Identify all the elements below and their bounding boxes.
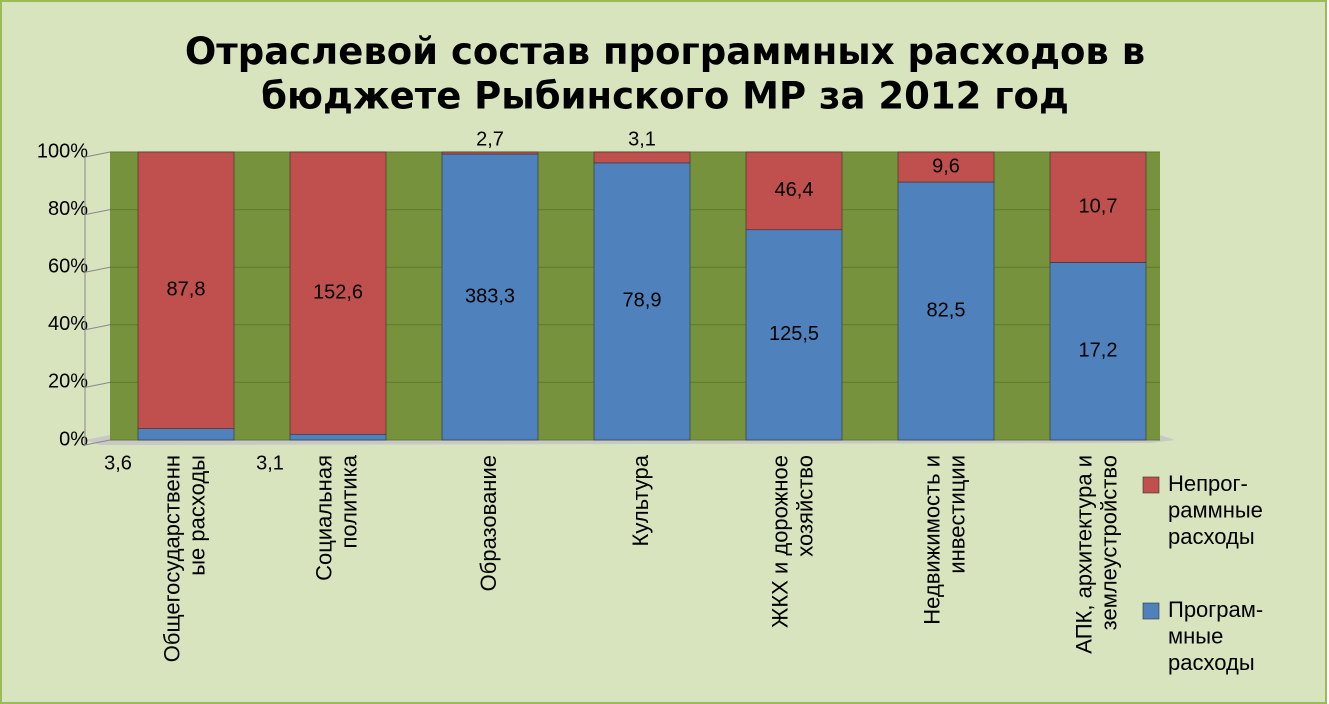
bar-segment [897, 181, 995, 441]
x-tick-label: ЖКХ и дорожноехозяйство [767, 455, 817, 628]
bar-segment [745, 229, 843, 441]
y-tick-label: 60% [48, 255, 88, 277]
data-label: 125,5 [769, 323, 819, 345]
data-label: 10,7 [1079, 196, 1118, 218]
y-tick [84, 324, 111, 331]
bar-segment [1049, 151, 1147, 263]
bar-segment [897, 151, 995, 183]
y-tick [84, 266, 111, 273]
y-tick [84, 151, 111, 158]
legend-label: Програм-мные расходы [1168, 597, 1263, 675]
data-label: 82,5 [927, 299, 966, 321]
data-label: 87,8 [167, 279, 206, 301]
bar-segment [137, 428, 235, 441]
data-label: 9,6 [932, 155, 960, 177]
y-tick-label: 80% [48, 198, 88, 220]
legend-swatch [1142, 476, 1160, 494]
data-label: 3,6 [104, 452, 132, 474]
data-label: 3,1 [628, 128, 656, 150]
bar-segment [441, 153, 539, 441]
data-label: 46,4 [775, 179, 814, 201]
data-label: 383,3 [465, 285, 515, 307]
bar-segment [137, 151, 235, 429]
bar-segment [593, 151, 691, 164]
x-tick-label: Социальнаяполитика [311, 454, 361, 581]
bar-segment [1049, 262, 1147, 441]
data-label: 3,1 [256, 452, 284, 474]
y-tick [84, 209, 111, 216]
bar-segment [441, 151, 539, 155]
y-tick-label: 100% [37, 140, 88, 162]
x-tick-label: Культура [628, 454, 653, 546]
y-tick [84, 381, 111, 388]
data-label: 17,2 [1079, 340, 1118, 362]
legend-swatch [1142, 602, 1160, 620]
x-tick-label: Недвижимость иинвестиции [919, 455, 969, 625]
y-tick-label: 20% [48, 371, 88, 393]
bar-segment [289, 151, 387, 435]
x-tick-label: Общегосударственные расходы [159, 455, 209, 662]
y-tick-label: 40% [48, 313, 88, 335]
bar-segment [289, 433, 387, 441]
y-tick-label: 0% [59, 428, 88, 450]
y-tick [84, 439, 111, 446]
x-tick-label: АПК, архитектура иземлеустройство [1071, 455, 1121, 654]
bar-segment [745, 151, 843, 231]
data-label: 2,7 [476, 128, 504, 150]
chart-title: Отраслевой состав программных расходов в… [185, 30, 1145, 117]
x-tick-label: Образование [476, 455, 501, 591]
data-label: 152,6 [313, 281, 363, 303]
bar-segment [593, 162, 691, 441]
legend-label: Непрог-раммные расходы [1168, 471, 1263, 549]
data-label: 78,9 [623, 290, 662, 312]
